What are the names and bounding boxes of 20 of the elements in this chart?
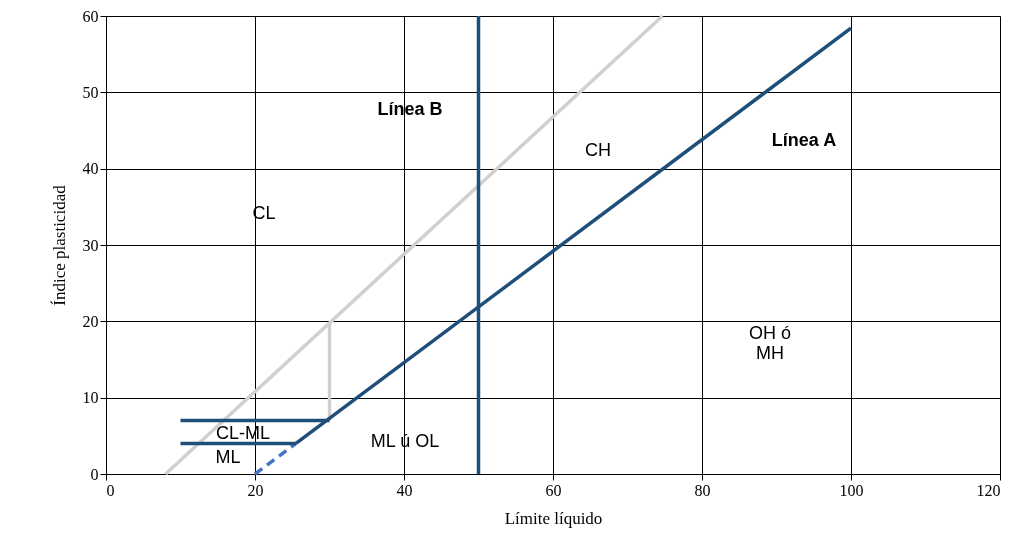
annotation: Línea A <box>771 130 837 150</box>
annotation: OH ó MH <box>748 323 792 363</box>
x-tick-label: 40 <box>396 481 413 499</box>
x-tick-label: 120 <box>976 481 1001 499</box>
annotation: ML <box>215 447 241 467</box>
y-tick-label: 0 <box>90 465 99 483</box>
x-tick-label: 20 <box>247 481 264 499</box>
x-tick-label: 100 <box>839 481 864 499</box>
y-tick-label: 40 <box>82 160 99 178</box>
y-tick-label: 60 <box>82 7 99 25</box>
x-tick-label: 0 <box>106 481 115 499</box>
y-axis-title: Índice plasticidad <box>49 184 69 306</box>
x-tick-label: 60 <box>545 481 562 499</box>
y-tick-label: 20 <box>82 312 99 330</box>
y-tick-label: 30 <box>82 236 99 254</box>
x-tick-label: 80 <box>694 481 711 499</box>
y-tick-label: 50 <box>82 83 99 101</box>
annotation: CH <box>585 140 611 160</box>
y-tick-label: 10 <box>82 389 99 407</box>
x-axis-title: Límite líquido <box>504 508 603 528</box>
